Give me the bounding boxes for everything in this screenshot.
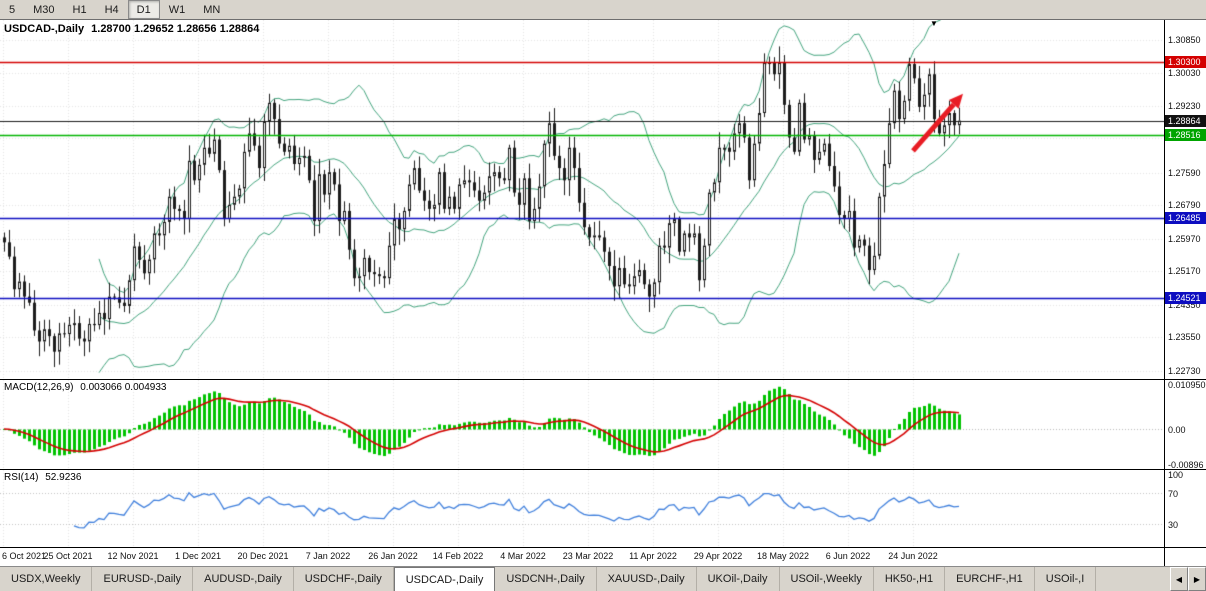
rsi-plot[interactable]: RSI(14) 52.9236 [0, 470, 1164, 547]
price-axis-label: 1.24350 [1168, 299, 1201, 310]
timeframe-button-H4[interactable]: H4 [104, 3, 119, 16]
price-axis-label: 1.30850 [1168, 34, 1201, 45]
price-axis-label: 1.25970 [1168, 233, 1201, 244]
macd-axis-label: 0.010950 [1168, 380, 1206, 390]
chart-title: USDCAD-,Daily 1.28700 1.29652 1.28656 1.… [4, 23, 263, 35]
tab-scroll-right-icon[interactable]: ▶ [1188, 567, 1206, 591]
chart-symbol-timeframe: USDCAD-,Daily [4, 23, 85, 35]
price-axis-label: 1.25170 [1168, 266, 1201, 277]
symbol-tab-usdcad-daily[interactable]: USDCAD-,Daily [393, 567, 496, 591]
symbol-tabbar: USDX,Weekly EURUSD-,Daily AUDUSD-,Daily USD… [0, 566, 1206, 591]
price-axis-label: 1.26790 [1168, 200, 1201, 211]
tab-scroll-left-icon[interactable]: ◀ [1170, 567, 1188, 591]
price-plot[interactable]: USDCAD-,Daily 1.28700 1.29652 1.28656 1.… [0, 20, 1164, 379]
date-axis-label: 14 Feb 2022 [432, 551, 484, 561]
price-level-badge-current-price-line: 1.28864 [1165, 114, 1206, 127]
timeframe-button-W1[interactable]: W1 [168, 3, 186, 16]
rsi-value: 52.9236 [45, 472, 82, 483]
rsi-axis[interactable]: 100 70 30 [1164, 470, 1206, 547]
price-axis[interactable]: 1.308501.300301.292301.284301.275901.267… [1164, 20, 1206, 379]
price-axis-label: 1.29230 [1168, 100, 1201, 111]
macd-name: MACD(12,26,9) [4, 382, 74, 393]
date-axis-label: 12 Nov 2021 [107, 551, 159, 561]
price-level-badge-support-line-blue-1: 1.26485 [1165, 211, 1206, 224]
price-axis-label: 1.27590 [1168, 167, 1201, 178]
rsi-axis-label: 100 [1168, 470, 1184, 480]
date-axis[interactable]: 6 Oct 2021 25 Oct 2021 12 Nov 2021 1 Dec 20… [0, 548, 1164, 566]
rsi-axis-label: 30 [1168, 519, 1179, 530]
symbol-tab-usdcnh-daily[interactable]: USDCNH-,Daily [495, 567, 597, 591]
date-axis-label: 25 Oct 2021 [43, 551, 93, 561]
symbol-tab-hk50-h1[interactable]: HK50-,H1 [874, 567, 946, 591]
current-bar-marker-icon: ▼ [930, 20, 938, 28]
macd-axis-label: 0.00 [1168, 425, 1186, 436]
symbol-tab-audusd-daily[interactable]: AUDUSD-,Daily [193, 567, 294, 591]
price-axis-label: 1.30030 [1168, 68, 1201, 79]
macd-panel: MACD(12,26,9) 0.003066 0.004933 0.010950… [0, 380, 1206, 470]
timeframe-button-M30[interactable]: M30 [33, 3, 55, 16]
timeframe-toolbar: 5 M30 H1 H4 D1 W1 MN [0, 0, 1206, 20]
macd-plot[interactable]: MACD(12,26,9) 0.003066 0.004933 [0, 380, 1164, 469]
symbol-tab-usdchf-daily[interactable]: USDCHF-,Daily [294, 567, 394, 591]
macd-canvas[interactable] [0, 380, 1164, 469]
symbol-tab-ukoil-daily[interactable]: UKOil-,Daily [697, 567, 780, 591]
tab-scroll-buttons: ◀ ▶ [1170, 567, 1206, 591]
timeframe-button-5[interactable]: 5 [9, 3, 16, 16]
date-axis-row: 6 Oct 2021 25 Oct 2021 12 Nov 2021 1 Dec 20… [0, 548, 1206, 566]
price-chart-canvas[interactable] [0, 20, 1164, 379]
timeframe-button-D1[interactable]: D1 [127, 0, 160, 19]
date-axis-label: 11 Apr 2022 [629, 551, 677, 561]
date-axis-label: 7 Jan 2022 [305, 551, 351, 561]
date-axis-label: 6 Jun 2022 [825, 551, 871, 561]
rsi-name: RSI(14) [4, 472, 39, 483]
symbol-tab-usoil-i[interactable]: USOil-,I [1035, 567, 1097, 591]
rsi-label: RSI(14) 52.9236 [4, 472, 85, 483]
date-axis-label: 6 Oct 2021 [2, 551, 47, 561]
symbol-tab-xauusd-daily[interactable]: XAUUSD-,Daily [597, 567, 697, 591]
rsi-panel: RSI(14) 52.9236 100 70 30 [0, 470, 1206, 548]
rsi-axis-label: 70 [1168, 489, 1179, 500]
date-axis-label: 20 Dec 2021 [237, 551, 289, 561]
axis-corner [1164, 548, 1206, 566]
price-axis-label: 1.22730 [1168, 365, 1201, 376]
date-axis-label: 26 Jan 2022 [368, 551, 418, 561]
date-axis-label: 18 May 2022 [756, 551, 810, 561]
date-axis-label: 24 Jun 2022 [888, 551, 938, 561]
macd-axis[interactable]: 0.010950 0.00 -0.00896 [1164, 380, 1206, 469]
price-level-badge-resistance-line: 1.30300 [1165, 56, 1206, 69]
macd-axis-label: -0.00896 [1168, 460, 1204, 469]
chart-window: USDCAD-,Daily 1.28700 1.29652 1.28656 1.… [0, 20, 1206, 566]
date-axis-label: 1 Dec 2021 [174, 551, 222, 561]
date-axis-label: 23 Mar 2022 [562, 551, 614, 561]
symbol-tab-usdx-weekly[interactable]: USDX,Weekly [0, 567, 93, 591]
price-level-badge-support-line-blue-2: 1.24521 [1165, 291, 1206, 304]
rsi-canvas[interactable] [0, 470, 1164, 547]
macd-label: MACD(12,26,9) 0.003066 0.004933 [4, 382, 170, 393]
symbol-tab-eurchf-h1[interactable]: EURCHF-,H1 [945, 567, 1035, 591]
symbol-tab-usoil-weekly[interactable]: USOil-,Weekly [780, 567, 874, 591]
price-panel: USDCAD-,Daily 1.28700 1.29652 1.28656 1.… [0, 20, 1206, 380]
chart-ohlc-values: 1.28700 1.29652 1.28656 1.28864 [91, 23, 260, 35]
price-axis-label: 1.23550 [1168, 332, 1201, 343]
price-level-badge-support-line-green: 1.28516 [1165, 128, 1206, 141]
timeframe-button-MN[interactable]: MN [203, 3, 221, 16]
symbol-tab-eurusd-daily[interactable]: EURUSD-,Daily [92, 567, 194, 591]
macd-values: 0.003066 0.004933 [80, 382, 167, 393]
date-axis-label: 4 Mar 2022 [500, 551, 546, 561]
date-axis-label: 29 Apr 2022 [693, 551, 743, 561]
timeframe-button-H1[interactable]: H1 [72, 3, 87, 16]
